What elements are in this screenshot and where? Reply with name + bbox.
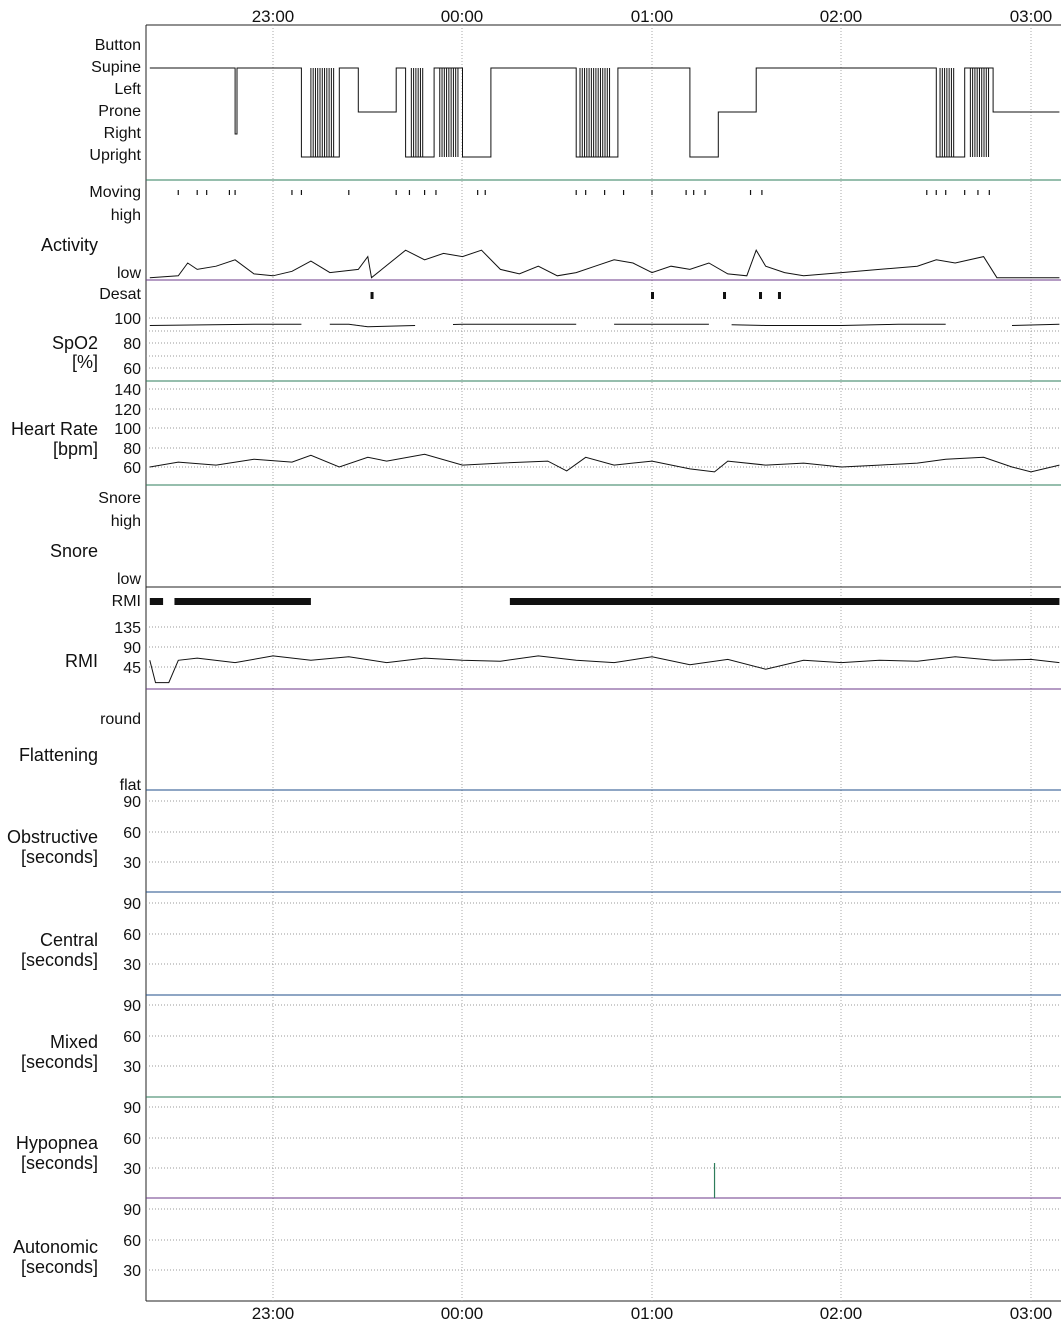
- obstructive-tick-30: 30: [123, 855, 141, 872]
- autonomic-tick-30: 30: [123, 1263, 141, 1280]
- rmi-bars: [149, 598, 1060, 605]
- desat-markers: [370, 292, 781, 299]
- snore-high-label: high: [111, 513, 141, 530]
- mixed-tick-30: 30: [123, 1059, 141, 1076]
- position-line: [149, 67, 1060, 158]
- rmi-bar: [149, 598, 164, 605]
- moving-label: Moving: [89, 184, 141, 201]
- hypopnea-tick-60: 60: [123, 1131, 141, 1148]
- top-tick-0000: 00:00: [441, 7, 484, 26]
- flattening-round-label: round: [100, 711, 141, 728]
- snore-low-label: low: [117, 571, 141, 588]
- autonomic-tick-60: 60: [123, 1233, 141, 1250]
- hr-tick-140: 140: [114, 382, 141, 399]
- spo2-line: [149, 323, 1060, 328]
- bottom-tick-2300: 23:00: [252, 1304, 295, 1323]
- desat-label: Desat: [99, 286, 141, 303]
- hr-tick-120: 120: [114, 402, 141, 419]
- mixed-tick-90: 90: [123, 998, 141, 1015]
- panel-separators: [146, 179, 1061, 1199]
- mixed-unit: [seconds]: [21, 1052, 98, 1072]
- central-tick-30: 30: [123, 957, 141, 974]
- position-labels: Button Supine Left Prone Right Upright: [89, 37, 141, 164]
- activity-high-label: high: [111, 207, 141, 224]
- top-time-axis: 23:00 00:00 01:00 02:00 03:00: [252, 7, 1053, 26]
- mixed-tick-60: 60: [123, 1029, 141, 1046]
- central-unit: [seconds]: [21, 950, 98, 970]
- value-gridlines: [146, 317, 1061, 1271]
- rmi-line: [149, 655, 1060, 684]
- rmi-tick-45: 45: [123, 660, 141, 677]
- spo2-title: SpO2: [52, 333, 98, 353]
- obstructive-tick-60: 60: [123, 825, 141, 842]
- desat-marker: [759, 292, 763, 299]
- bottom-tick-0000: 00:00: [441, 1304, 484, 1323]
- activity-line: [149, 249, 1060, 279]
- spo2-tick-60: 60: [123, 361, 141, 378]
- autonomic-tick-90: 90: [123, 1202, 141, 1219]
- spo2-unit: [%]: [72, 352, 98, 372]
- hypopnea-unit: [seconds]: [21, 1153, 98, 1173]
- heart-rate-trace: [149, 453, 1060, 473]
- mixed-title: Mixed: [50, 1032, 98, 1052]
- rmi-tick-135: 135: [114, 620, 141, 637]
- obstructive-unit: [seconds]: [21, 847, 98, 867]
- position-label-prone: Prone: [98, 103, 141, 120]
- snore-title: Snore: [50, 541, 98, 561]
- hr-tick-80: 80: [123, 441, 141, 458]
- position-label-button: Button: [95, 37, 141, 54]
- hr-tick-60: 60: [123, 460, 141, 477]
- top-tick-0100: 01:00: [631, 7, 674, 26]
- rmi-bar: [174, 598, 311, 605]
- desat-marker: [723, 292, 727, 299]
- heart-rate-unit: [bpm]: [53, 439, 98, 459]
- desat-marker: [370, 292, 374, 299]
- hr-tick-100: 100: [114, 421, 141, 438]
- bottom-tick-0100: 01:00: [631, 1304, 674, 1323]
- spo2-tick-80: 80: [123, 336, 141, 353]
- moving-ticks: [177, 190, 990, 195]
- top-tick-0200: 02:00: [820, 7, 863, 26]
- snore-top-label: Snore: [98, 490, 141, 507]
- rmi-tick-90: 90: [123, 640, 141, 657]
- central-tick-60: 60: [123, 927, 141, 944]
- activity-title: Activity: [41, 235, 98, 255]
- central-title: Central: [40, 930, 98, 950]
- bottom-tick-0200: 02:00: [820, 1304, 863, 1323]
- rmi-top-label: RMI: [112, 593, 141, 610]
- top-tick-2300: 23:00: [252, 7, 295, 26]
- position-label-right: Right: [104, 125, 142, 142]
- rmi-trace: [149, 655, 1060, 684]
- bottom-time-axis: 23:00 00:00 01:00 02:00 03:00: [252, 1304, 1053, 1323]
- desat-marker: [777, 292, 781, 299]
- rmi-title: RMI: [65, 651, 98, 671]
- obstructive-title: Obstructive: [7, 827, 98, 847]
- obstructive-tick-90: 90: [123, 794, 141, 811]
- position-label-supine: Supine: [91, 59, 141, 76]
- spo2-trace: [149, 323, 1060, 328]
- flattening-flat-label: flat: [120, 777, 142, 794]
- spo2-tick-100: 100: [114, 311, 141, 328]
- activity-low-label: low: [117, 265, 141, 282]
- heart-rate-title: Heart Rate: [11, 419, 98, 439]
- autonomic-title: Autonomic: [13, 1237, 98, 1257]
- hypopnea-tick-30: 30: [123, 1161, 141, 1178]
- central-tick-90: 90: [123, 896, 141, 913]
- position-label-upright: Upright: [89, 147, 141, 164]
- autonomic-unit: [seconds]: [21, 1257, 98, 1277]
- heart-rate-line: [149, 453, 1060, 473]
- position-label-left: Left: [114, 81, 141, 98]
- flattening-title: Flattening: [19, 745, 98, 765]
- position-trace: [149, 67, 1060, 158]
- rmi-bar: [509, 598, 1060, 605]
- hypopnea-tick-90: 90: [123, 1100, 141, 1117]
- hypopnea-title: Hypopnea: [16, 1133, 99, 1153]
- desat-marker: [651, 292, 654, 299]
- bottom-tick-0300: 03:00: [1010, 1304, 1053, 1323]
- top-tick-0300: 03:00: [1010, 7, 1053, 26]
- activity-trace: [149, 249, 1060, 279]
